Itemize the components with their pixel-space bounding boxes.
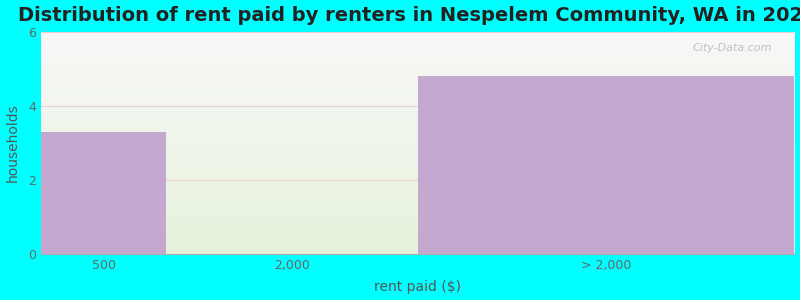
- Bar: [418, 76, 794, 254]
- Text: City-Data.com: City-Data.com: [692, 43, 772, 53]
- Y-axis label: households: households: [6, 103, 19, 182]
- X-axis label: rent paid ($): rent paid ($): [374, 280, 461, 294]
- Title: Distribution of rent paid by renters in Nespelem Community, WA in 2022: Distribution of rent paid by renters in …: [18, 6, 800, 25]
- Bar: [41, 132, 166, 254]
